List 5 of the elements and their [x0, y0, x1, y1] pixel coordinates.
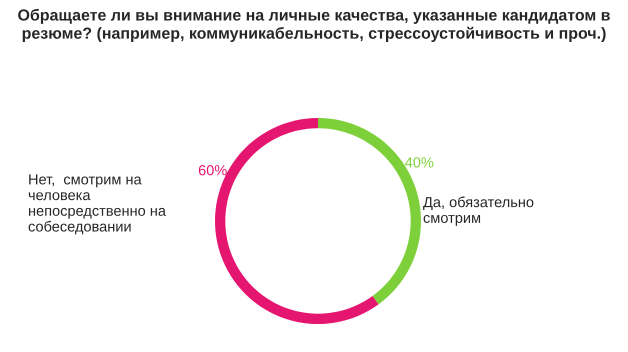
- slice-label: Да, обязательно смотрим: [423, 196, 534, 226]
- data-label: 60%: [198, 165, 227, 176]
- data-label: 40%: [405, 157, 434, 168]
- slice-label: Нет, смотрим на человека непосредственно на собеседовании: [28, 174, 166, 234]
- chart-title: Обращаете ли вы внимание на личные качества, указанные кандидатом в резюме? (например, коммуникабельность, стрессоустойчивость и проч.): [18, 8, 610, 42]
